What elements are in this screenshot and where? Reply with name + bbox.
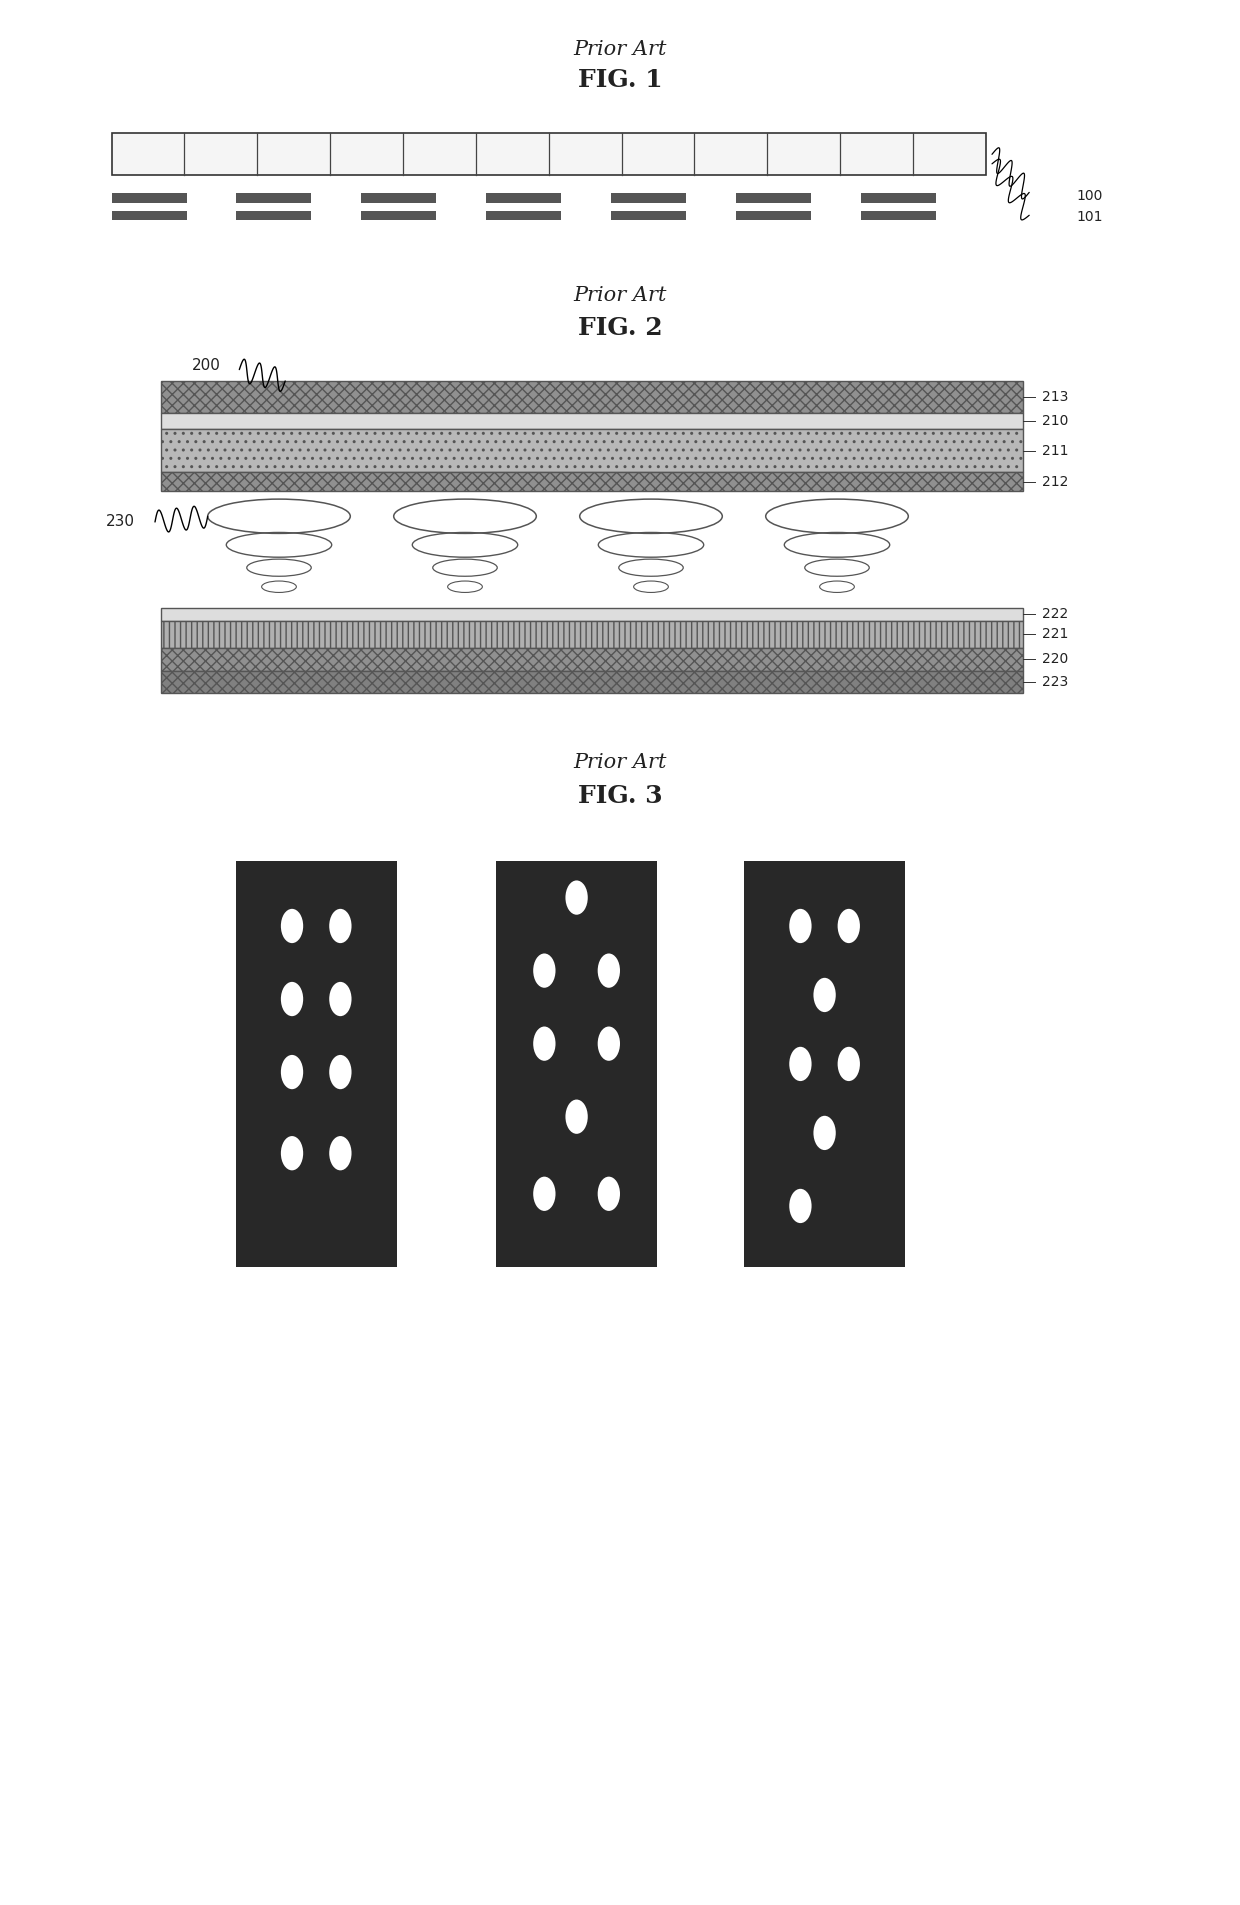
Ellipse shape — [598, 1027, 620, 1061]
Bar — [486, 210, 562, 219]
Text: 221: 221 — [1042, 627, 1068, 642]
Bar — [112, 210, 186, 219]
Bar — [737, 192, 811, 202]
Ellipse shape — [330, 981, 352, 1015]
Bar — [112, 133, 986, 175]
Ellipse shape — [565, 880, 588, 914]
Text: 100: 100 — [1076, 189, 1102, 204]
Bar — [361, 210, 436, 219]
Text: 220: 220 — [1042, 652, 1068, 667]
Ellipse shape — [533, 954, 556, 989]
Text: FIG. 3: FIG. 3 — [578, 785, 662, 808]
Bar — [496, 861, 657, 1267]
Text: 101: 101 — [1076, 210, 1102, 225]
Bar — [486, 192, 562, 202]
Ellipse shape — [813, 1116, 836, 1151]
Bar — [237, 192, 311, 202]
Text: 223: 223 — [1042, 674, 1068, 690]
Bar — [112, 192, 186, 202]
Bar — [361, 192, 436, 202]
Bar — [161, 381, 1023, 413]
Bar — [861, 210, 936, 219]
Ellipse shape — [565, 1099, 588, 1133]
Ellipse shape — [330, 909, 352, 943]
Ellipse shape — [838, 1048, 861, 1082]
Ellipse shape — [790, 909, 812, 943]
Bar — [161, 671, 1023, 693]
Bar — [861, 192, 936, 202]
Bar — [161, 621, 1023, 648]
Bar — [237, 210, 311, 219]
Ellipse shape — [598, 954, 620, 989]
Bar — [611, 210, 686, 219]
Text: Prior Art: Prior Art — [573, 286, 667, 305]
Ellipse shape — [280, 1135, 303, 1170]
Text: FIG. 2: FIG. 2 — [578, 316, 662, 339]
Bar — [161, 429, 1023, 472]
Text: 222: 222 — [1042, 608, 1068, 621]
Bar — [744, 861, 905, 1267]
Bar — [161, 413, 1023, 429]
Text: 211: 211 — [1042, 444, 1068, 457]
Ellipse shape — [280, 981, 303, 1015]
Text: FIG. 1: FIG. 1 — [578, 69, 662, 91]
Text: 212: 212 — [1042, 474, 1068, 490]
Ellipse shape — [330, 1135, 352, 1170]
Ellipse shape — [533, 1027, 556, 1061]
Text: 200: 200 — [192, 358, 221, 373]
Text: 230: 230 — [105, 514, 134, 530]
Text: Prior Art: Prior Art — [573, 40, 667, 59]
Bar — [737, 210, 811, 219]
Bar — [161, 472, 1023, 491]
Bar — [161, 648, 1023, 671]
Bar — [161, 608, 1023, 621]
Ellipse shape — [813, 977, 836, 1012]
Text: 213: 213 — [1042, 391, 1068, 404]
Ellipse shape — [598, 1177, 620, 1212]
Bar — [611, 192, 686, 202]
Ellipse shape — [280, 909, 303, 943]
Ellipse shape — [790, 1048, 812, 1082]
Text: 210: 210 — [1042, 413, 1068, 429]
Ellipse shape — [838, 909, 861, 943]
Text: Prior Art: Prior Art — [573, 752, 667, 772]
Bar — [236, 861, 397, 1267]
Ellipse shape — [280, 1055, 303, 1090]
Ellipse shape — [533, 1177, 556, 1212]
Ellipse shape — [330, 1055, 352, 1090]
Ellipse shape — [790, 1189, 812, 1223]
